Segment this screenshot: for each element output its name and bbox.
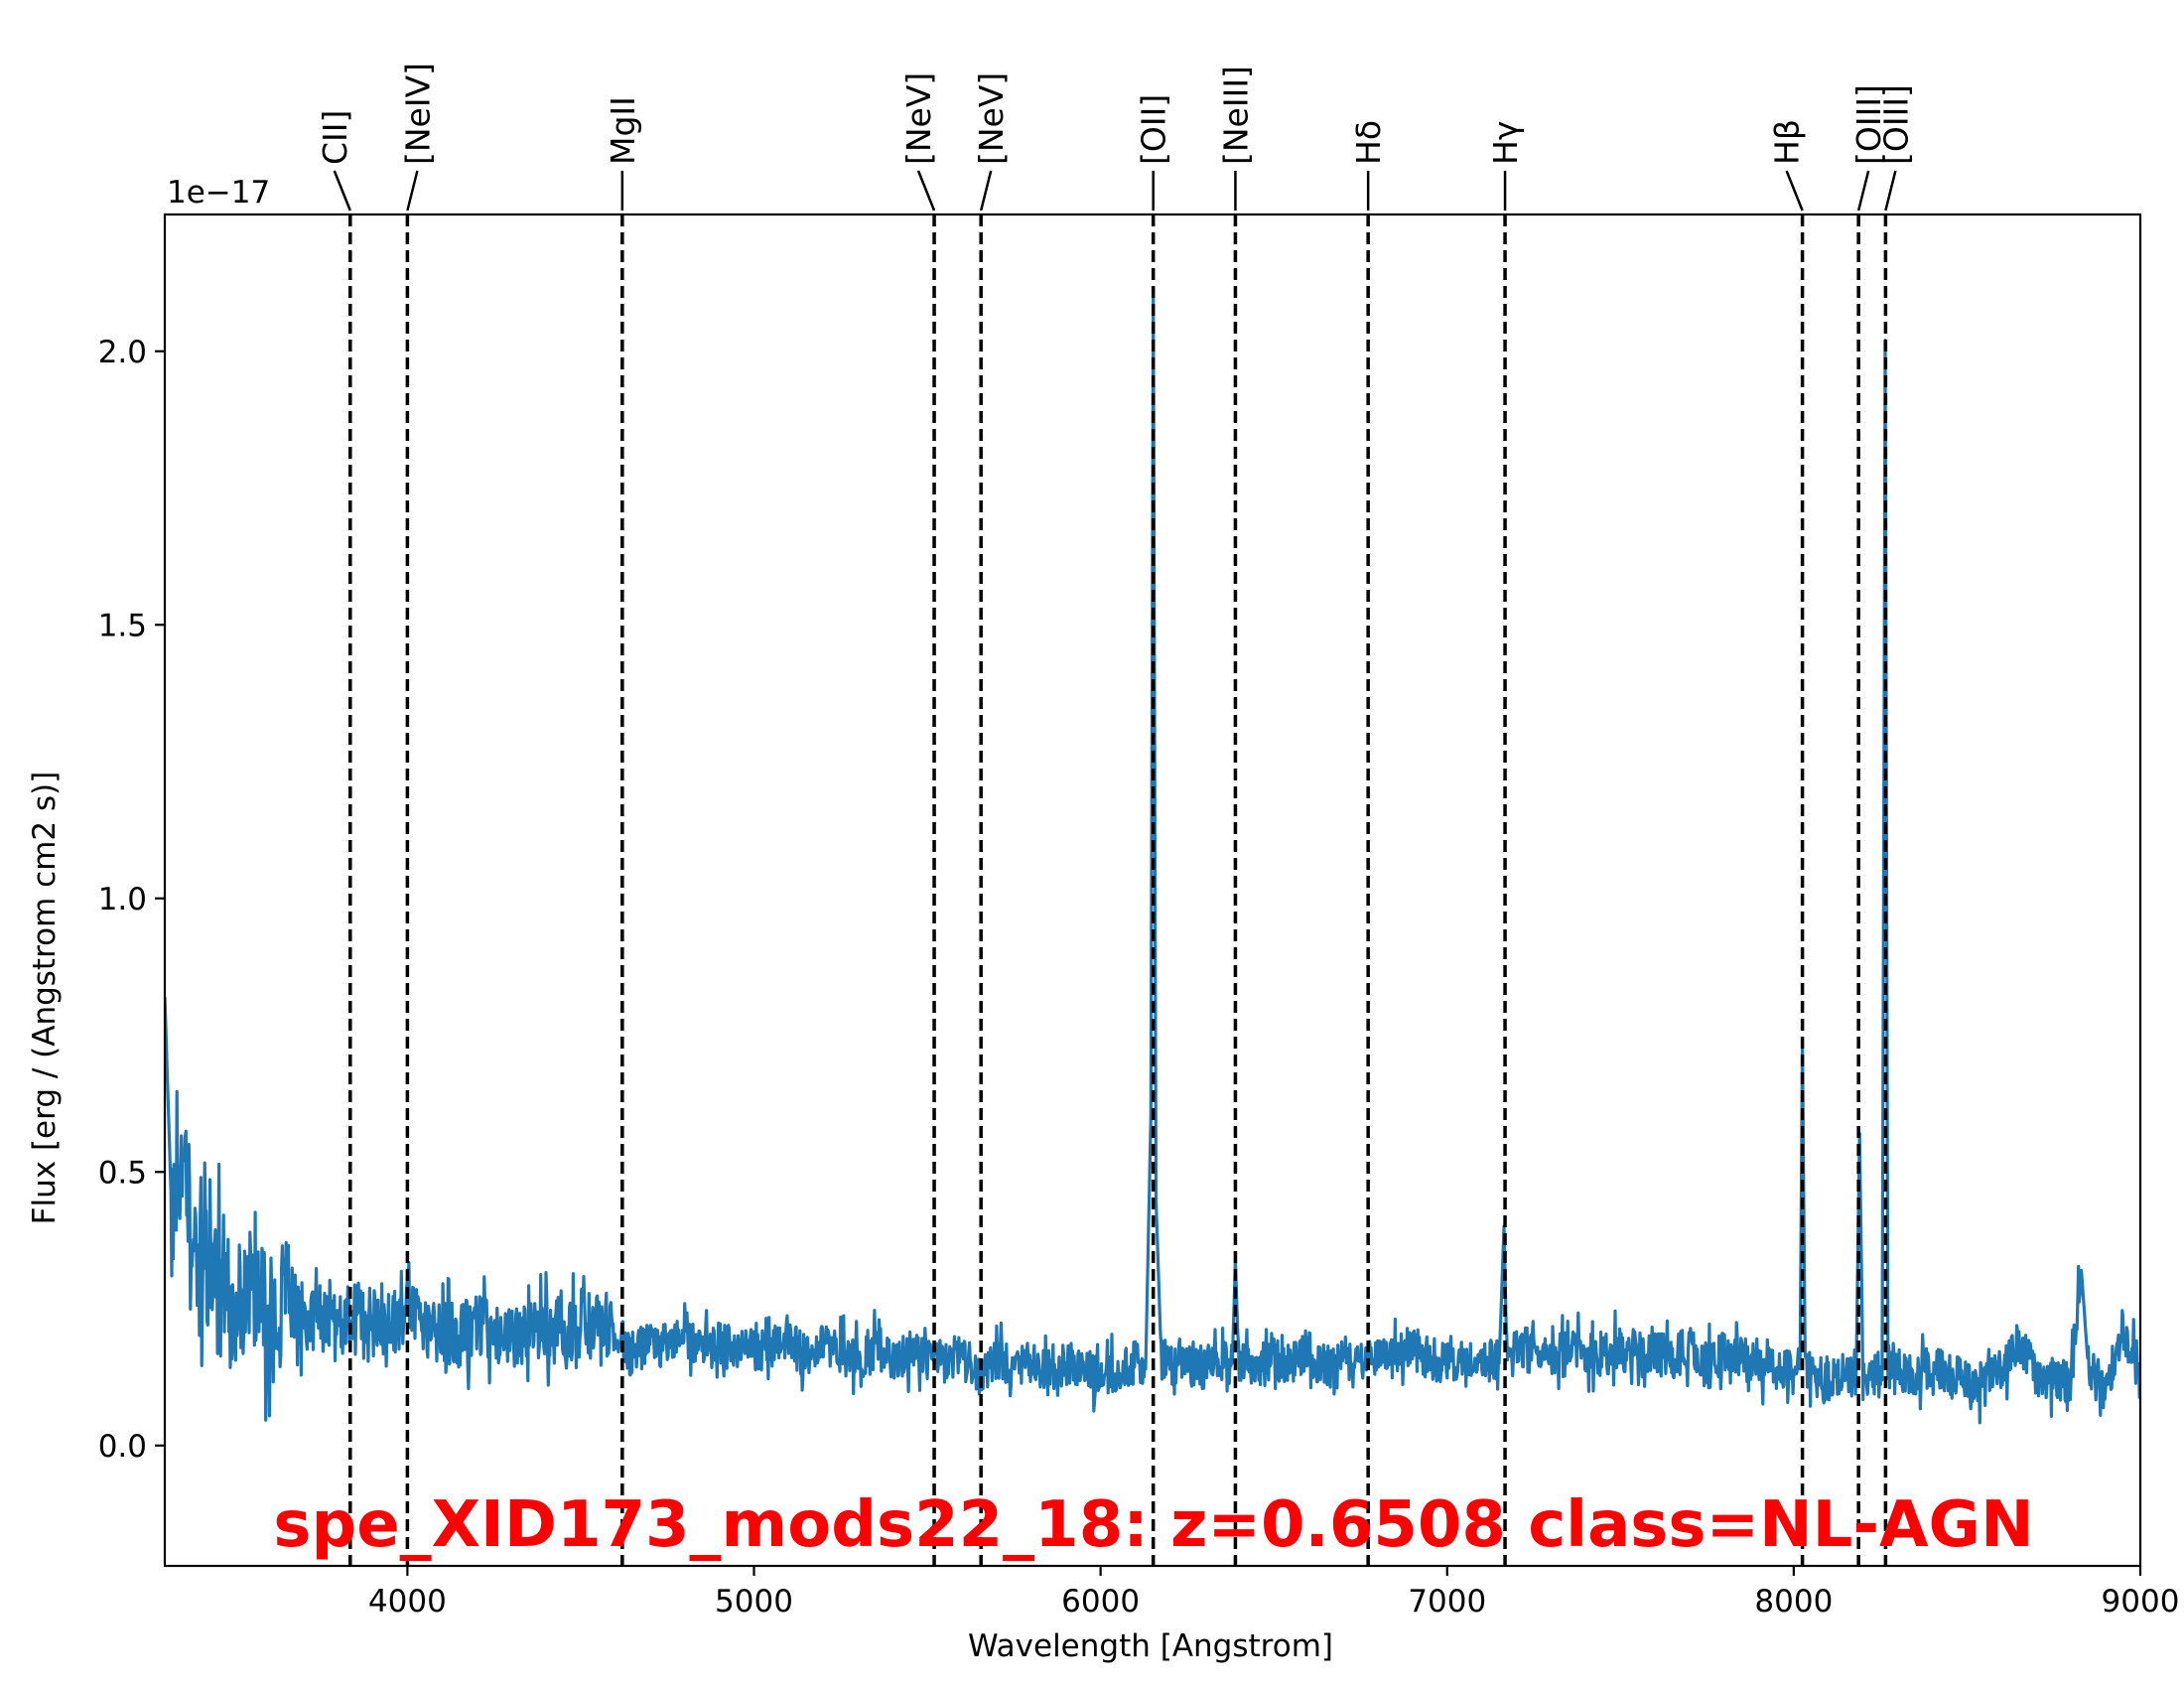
- line-label-7: Hδ: [1349, 120, 1388, 165]
- line-label-5: [OII]: [1135, 94, 1173, 165]
- line-label-10: [OIII]: [1849, 84, 1888, 165]
- label-leader-3: [916, 170, 936, 211]
- x-tick-label-1: 5000: [715, 1584, 793, 1620]
- line-label-9: Hβ: [1768, 119, 1807, 165]
- label-leader-1: [406, 170, 419, 211]
- line-label-1: [NeIV]: [398, 63, 437, 165]
- y-tick-label-4: 2.0: [98, 335, 147, 370]
- x-axis-label: Wavelength [Angstrom]: [968, 1628, 1333, 1664]
- line-label-11: [OIII]: [1876, 84, 1915, 165]
- y-tick-label-2: 1.0: [98, 882, 147, 917]
- y-tick-label-3: 1.5: [98, 608, 147, 643]
- line-label-3: [NeV]: [899, 72, 938, 165]
- y-offset-label: 1e−17: [167, 175, 270, 211]
- label-leader-0: [333, 170, 351, 211]
- line-label-8: Hγ: [1486, 121, 1525, 165]
- x-tick-label-3: 7000: [1408, 1584, 1486, 1620]
- y-tick-label-1: 0.5: [98, 1155, 147, 1191]
- axes: 4000 5000 6000 7000 8000 9000 0.0 0.5 1.0 1.5 2.0: [98, 212, 2180, 1620]
- y-tick-label-0: 0.0: [98, 1429, 147, 1465]
- x-tick-label-2: 6000: [1061, 1584, 1140, 1620]
- label-leader-10: [1856, 170, 1870, 211]
- line-label-4: [NeV]: [972, 72, 1011, 165]
- line-label-0: CII]: [316, 110, 354, 165]
- x-tick-label-0: 4000: [368, 1584, 447, 1620]
- x-tick-label-5: 9000: [2102, 1584, 2180, 1620]
- chart-title: spe_XID173_mods22_18: z=0.6508 class=NL-…: [273, 1488, 2033, 1562]
- axes-frame: [163, 212, 2142, 1568]
- line-annotations: CII] [NeIV] MgII [NeV] [NeV] [OII] [NeIII] Hδ Hγ…: [316, 63, 1915, 1566]
- x-tick-label-4: 8000: [1754, 1584, 1833, 1620]
- label-leader-11: [1884, 170, 1897, 211]
- y-axis-label: Flux [erg / (Angstrom cm2 s)]: [27, 772, 63, 1225]
- line-label-2: MgII: [604, 96, 642, 165]
- line-label-6: [NeIII]: [1216, 66, 1255, 165]
- label-leader-9: [1785, 170, 1804, 211]
- label-leader-4: [979, 170, 993, 211]
